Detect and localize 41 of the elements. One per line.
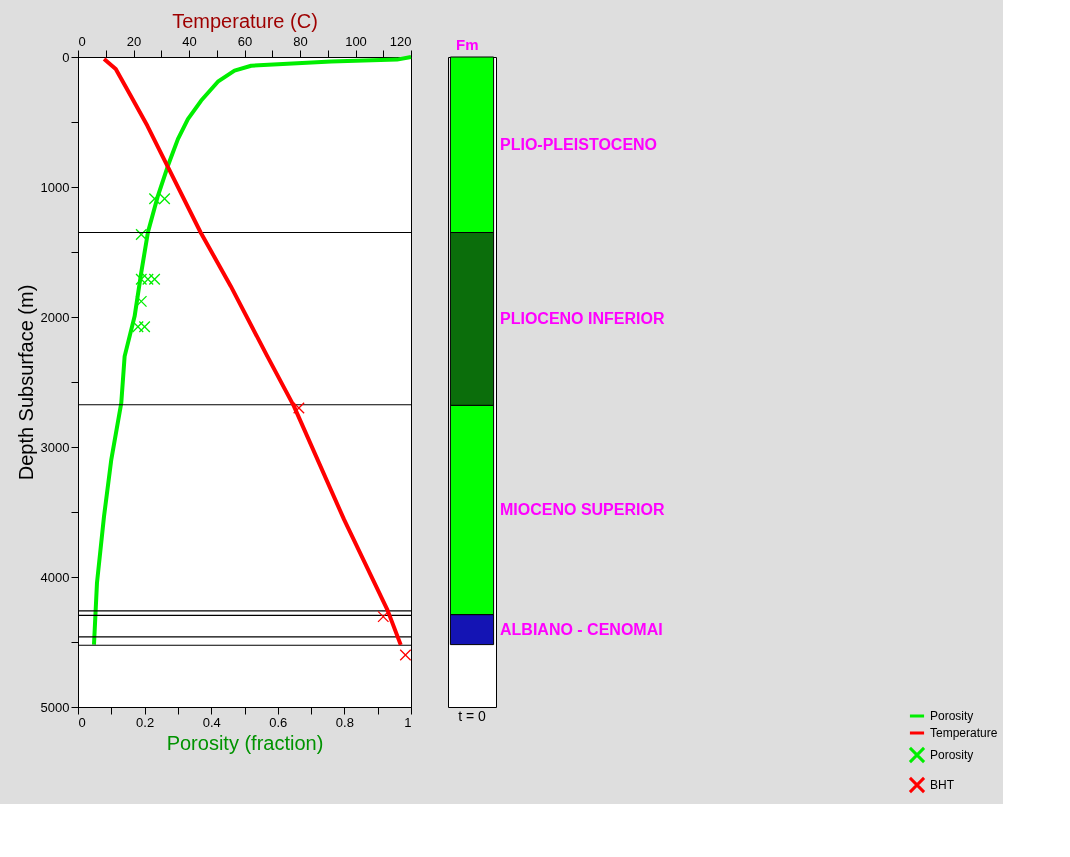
series-label: PLIO-PLEISTOCENO <box>500 135 658 153</box>
y-tick-label: 1000 <box>40 179 70 195</box>
x-tick-label: 0.8 <box>335 714 354 730</box>
point <box>135 228 148 241</box>
y-tick-label: 4000 <box>40 569 70 585</box>
chart-title: Fm <box>456 35 479 53</box>
x-tick-label: 0.2 <box>136 714 155 730</box>
point <box>148 273 161 286</box>
point <box>135 273 148 286</box>
legend-label: Porosity <box>930 709 974 723</box>
x-tick-label: 0 <box>78 714 86 730</box>
y-tick-label: 3000 <box>40 439 70 455</box>
y-tick-label: 0 <box>62 49 70 65</box>
y-tick-label: 5000 <box>40 699 70 715</box>
legend-label: Temperature <box>930 726 998 740</box>
x2-tick-label: 0 <box>78 33 86 49</box>
y-axis-title: Depth Subsurface (m) <box>14 284 37 481</box>
point <box>148 192 161 205</box>
x-tick-label: 0.4 <box>202 714 221 730</box>
x2-axis-title: Temperature (C) <box>172 9 318 32</box>
series-label: MIOCENO SUPERIOR <box>500 501 665 519</box>
point <box>158 192 171 205</box>
x2-tick-label: 80 <box>293 33 308 49</box>
x-tick-label: 1 <box>404 714 412 730</box>
point <box>142 273 154 286</box>
point <box>132 320 144 333</box>
point <box>138 320 151 333</box>
legend-label: Porosity <box>930 748 974 762</box>
x-tick-label: 0.6 <box>269 714 288 730</box>
y-tick-label: 2000 <box>40 309 70 325</box>
x2-tick-label: 40 <box>182 33 197 49</box>
series-label: ALBIANO - CENOMAI <box>500 620 663 638</box>
x2-tick-label: 20 <box>126 33 142 49</box>
point <box>135 295 148 308</box>
x2-tick-label: 120 <box>389 33 412 49</box>
series-label: PLIOCENO INFERIOR <box>500 309 665 327</box>
legend-label: BHT <box>930 778 955 792</box>
x2-tick-label: 100 <box>345 33 367 49</box>
x-axis-title: Porosity (fraction) <box>166 731 324 754</box>
x2-tick-label: 60 <box>237 33 253 49</box>
x-tick-label: t = 0 <box>458 707 487 724</box>
